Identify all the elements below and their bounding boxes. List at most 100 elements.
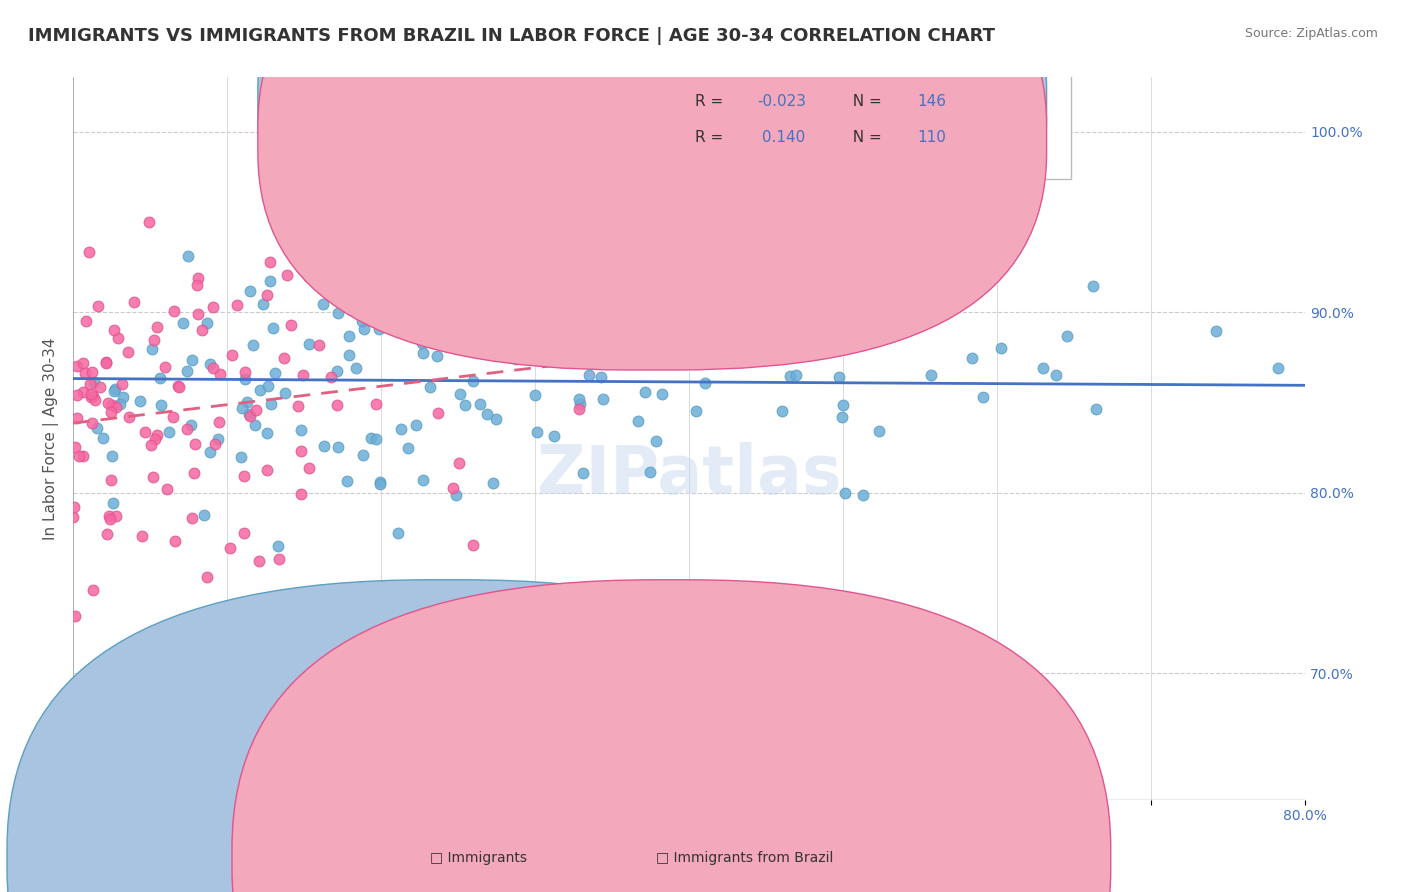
Point — [162, 409, 184, 424]
Point — [198, 357, 221, 371]
Point — [568, 392, 591, 407]
Point — [524, 297, 547, 311]
Point — [112, 390, 135, 404]
Point — [256, 425, 278, 440]
Point — [468, 397, 491, 411]
Point — [167, 379, 190, 393]
Point — [389, 422, 412, 436]
Point — [177, 249, 200, 263]
Text: N =: N = — [844, 130, 887, 145]
Point — [273, 351, 295, 365]
Point — [257, 378, 280, 392]
Point — [472, 216, 495, 230]
Point — [644, 434, 666, 448]
Point — [1032, 360, 1054, 375]
Point — [66, 359, 89, 373]
Point — [368, 322, 391, 336]
Point — [405, 418, 427, 433]
Point — [82, 583, 104, 598]
Point — [412, 346, 434, 360]
Point — [298, 337, 321, 351]
Point — [962, 351, 984, 365]
Point — [239, 409, 262, 424]
Point — [889, 321, 911, 335]
Point — [426, 406, 449, 420]
Point — [181, 510, 204, 524]
Point — [172, 316, 194, 330]
Point — [366, 397, 388, 411]
Point — [343, 252, 366, 267]
Point — [678, 331, 700, 345]
Point — [312, 297, 335, 311]
Point — [176, 363, 198, 377]
Point — [134, 425, 156, 439]
Point — [572, 467, 595, 481]
Point — [1045, 368, 1067, 383]
Point — [75, 366, 97, 380]
Point — [592, 392, 614, 406]
Point — [644, 356, 666, 370]
Point — [651, 387, 673, 401]
Point — [972, 390, 994, 404]
Point — [526, 425, 548, 439]
Point — [314, 439, 336, 453]
Point — [139, 438, 162, 452]
Point — [122, 295, 145, 310]
Point — [441, 88, 464, 103]
Point — [105, 509, 128, 524]
Point — [298, 270, 321, 285]
Point — [832, 398, 855, 412]
Point — [408, 216, 430, 230]
Point — [181, 353, 204, 368]
Point — [787, 333, 810, 347]
Point — [197, 570, 219, 584]
Point — [298, 460, 321, 475]
Point — [195, 316, 218, 330]
Point — [413, 178, 436, 193]
Point — [96, 527, 118, 541]
Point — [62, 510, 84, 524]
Point — [236, 395, 259, 409]
Point — [202, 300, 225, 314]
Point — [852, 487, 875, 501]
Point — [252, 297, 274, 311]
Point — [91, 431, 114, 445]
Point — [638, 465, 661, 479]
Point — [419, 380, 441, 394]
Text: R =: R = — [696, 130, 728, 145]
Point — [352, 448, 374, 462]
Point — [322, 282, 344, 296]
Point — [461, 374, 484, 388]
Point — [82, 389, 104, 403]
Point — [494, 265, 516, 279]
Point — [267, 539, 290, 553]
Point — [598, 302, 620, 317]
Point — [291, 368, 314, 383]
Point — [256, 288, 278, 302]
Point — [326, 441, 349, 455]
Point — [568, 401, 591, 416]
Point — [770, 403, 793, 417]
Point — [427, 334, 450, 348]
Text: Source: ZipAtlas.com: Source: ZipAtlas.com — [1244, 27, 1378, 40]
Point — [163, 534, 186, 549]
Text: □ Immigrants: □ Immigrants — [430, 851, 526, 865]
Point — [108, 396, 131, 410]
Point — [191, 322, 214, 336]
Point — [828, 370, 851, 384]
Point — [186, 278, 208, 293]
Point — [276, 268, 298, 282]
Point — [273, 385, 295, 400]
Point — [368, 475, 391, 489]
Point — [207, 432, 229, 446]
Point — [267, 551, 290, 566]
Point — [101, 496, 124, 510]
Point — [290, 487, 312, 501]
FancyBboxPatch shape — [7, 580, 886, 892]
Point — [231, 450, 253, 464]
Point — [319, 370, 342, 384]
Point — [868, 424, 890, 438]
Point — [238, 407, 260, 421]
Point — [193, 508, 215, 522]
Text: 146: 146 — [917, 94, 946, 109]
